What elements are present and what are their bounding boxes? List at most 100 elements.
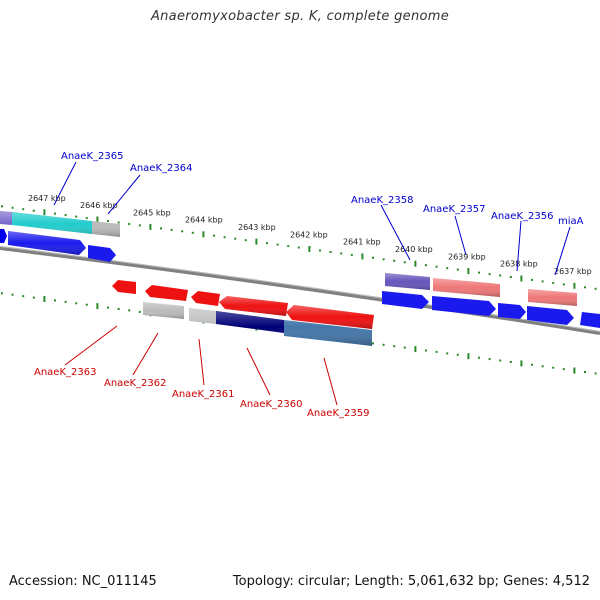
ruler-tick-label: 2642 kbp — [290, 230, 328, 239]
ruler-minor-tick — [584, 371, 586, 373]
gene-label-anaek-2359[interactable]: AnaeK_2359 — [307, 408, 369, 419]
ruler-minor-tick — [382, 343, 385, 346]
ruler-tick-label: 2637 kbp — [554, 267, 592, 276]
leader-lines — [53, 161, 571, 406]
ruler-minor-tick — [393, 345, 396, 348]
gene-label-anaek-2358[interactable]: AnaeK_2358 — [351, 195, 413, 206]
ruler-minor-tick — [160, 227, 162, 230]
ruler-minor-tick — [350, 253, 353, 256]
ruler-minor-tick — [382, 258, 385, 261]
ruler-major-tick — [43, 296, 46, 302]
reverse-features — [112, 280, 374, 346]
ruler-minor-tick — [319, 249, 321, 252]
ruler-major-tick — [43, 209, 46, 216]
ruler-minor-tick — [1, 205, 3, 208]
ruler-tick-label: 2643 kbp — [238, 223, 276, 232]
ruler-minor-tick — [297, 246, 300, 249]
gene-arrow-blue-4[interactable] — [432, 296, 496, 316]
ruler-minor-tick — [107, 220, 109, 222]
ruler-minor-tick — [372, 256, 374, 259]
ruler-major-tick — [520, 360, 523, 367]
ruler-minor-tick — [541, 280, 544, 283]
ruler-major-tick — [467, 268, 470, 275]
ruler-minor-tick — [181, 230, 184, 233]
ruler-minor-tick — [223, 236, 226, 239]
ruler-minor-tick — [213, 234, 215, 237]
ruler-major-tick — [573, 367, 576, 374]
ruler-minor-tick — [276, 243, 279, 246]
ruler-minor-tick — [32, 209, 35, 212]
ruler-major-tick — [149, 223, 152, 230]
ruler-minor-tick — [552, 281, 555, 284]
ruler-minor-tick — [552, 366, 555, 369]
ruler-minor-tick — [393, 259, 396, 262]
ruler-minor-tick — [403, 346, 406, 349]
ruler-minor-tick — [541, 365, 544, 368]
ruler-minor-tick — [287, 245, 290, 248]
ruler-minor-tick — [107, 306, 109, 309]
gene-arrow-blue-6[interactable] — [527, 306, 574, 325]
gene-label-miaa[interactable]: miaA — [558, 216, 584, 227]
ruler-minor-tick — [531, 363, 533, 366]
ruler-minor-tick — [75, 215, 78, 218]
gene-arrow-blue-7[interactable] — [580, 312, 600, 328]
ruler-minor-tick — [562, 283, 565, 286]
ruler-major-tick — [255, 238, 258, 245]
ruler-minor-tick — [329, 251, 332, 253]
ruler-minor-tick — [478, 271, 480, 274]
ruler-minor-tick — [128, 223, 131, 225]
gene-label-anaek-2360[interactable]: AnaeK_2360 — [240, 399, 302, 410]
ruler-major-tick — [573, 282, 576, 289]
gene-label-anaek-2364[interactable]: AnaeK_2364 — [130, 163, 192, 174]
ruler-minor-tick — [499, 274, 502, 277]
ruler-minor-tick — [509, 276, 512, 278]
ruler-tick-label: 2646 kbp — [80, 201, 118, 210]
genome-backbone — [0, 246, 600, 335]
gene-arrow-anaek-2361[interactable] — [191, 291, 220, 306]
accession-text: Accession: NC_011145 — [9, 574, 157, 589]
ruler-minor-tick — [456, 353, 459, 356]
ruler-minor-tick — [446, 352, 449, 355]
ruler-minor-tick — [54, 212, 56, 215]
ruler-major-tick — [361, 253, 364, 260]
ruler-minor-tick — [1, 292, 3, 295]
gene-arrow-blue-5[interactable] — [498, 303, 526, 319]
gene-arrow-anaek-2362[interactable] — [145, 285, 188, 301]
ruler-minor-tick — [435, 350, 438, 353]
ruler-major-tick — [308, 246, 311, 252]
gene-arrow-blue-2[interactable] — [88, 245, 116, 262]
gene-arrow-left-edge[interactable] — [0, 229, 7, 243]
ruler-minor-tick — [85, 217, 88, 220]
ruler-minor-tick — [509, 361, 512, 363]
ruler-minor-tick — [372, 342, 374, 345]
ruler-minor-tick — [435, 265, 438, 268]
gene-label-anaek-2365[interactable]: AnaeK_2365 — [61, 151, 123, 162]
ruler-minor-tick — [531, 278, 533, 281]
ruler-minor-tick — [128, 309, 131, 312]
ruler-minor-tick — [117, 221, 120, 224]
ruler-minor-tick — [54, 299, 56, 302]
ruler-minor-tick — [562, 368, 565, 371]
gene-label-anaek-2362[interactable]: AnaeK_2362 — [104, 378, 166, 389]
ruler-minor-tick — [478, 356, 480, 359]
ruler-minor-tick — [11, 206, 14, 209]
gene-label-anaek-2361[interactable]: AnaeK_2361 — [172, 389, 234, 400]
ruler-minor-tick — [488, 358, 491, 361]
gene-labels: AnaeK_2365 AnaeK_2364 AnaeK_2358 AnaeK_2… — [34, 151, 584, 419]
gene-arrow-blue-3[interactable] — [382, 291, 429, 309]
ruler-minor-tick — [594, 287, 597, 290]
ruler-minor-tick — [584, 286, 586, 289]
ruler-tick-label: 2639 kbp — [448, 252, 486, 261]
gene-label-anaek-2356[interactable]: AnaeK_2356 — [491, 211, 553, 222]
ruler-tick-label: 2638 kbp — [500, 260, 538, 269]
ruler-minor-tick — [340, 252, 343, 255]
ruler-minor-tick — [138, 310, 141, 313]
ruler-minor-tick — [446, 267, 449, 270]
ruler-minor-tick — [64, 214, 67, 217]
gene-label-anaek-2357[interactable]: AnaeK_2357 — [423, 204, 485, 215]
ruler-minor-tick — [456, 268, 459, 271]
gene-arrow-anaek-2363[interactable] — [112, 280, 136, 294]
ruler-minor-tick — [170, 228, 173, 231]
gene-label-anaek-2363[interactable]: AnaeK_2363 — [34, 367, 96, 378]
